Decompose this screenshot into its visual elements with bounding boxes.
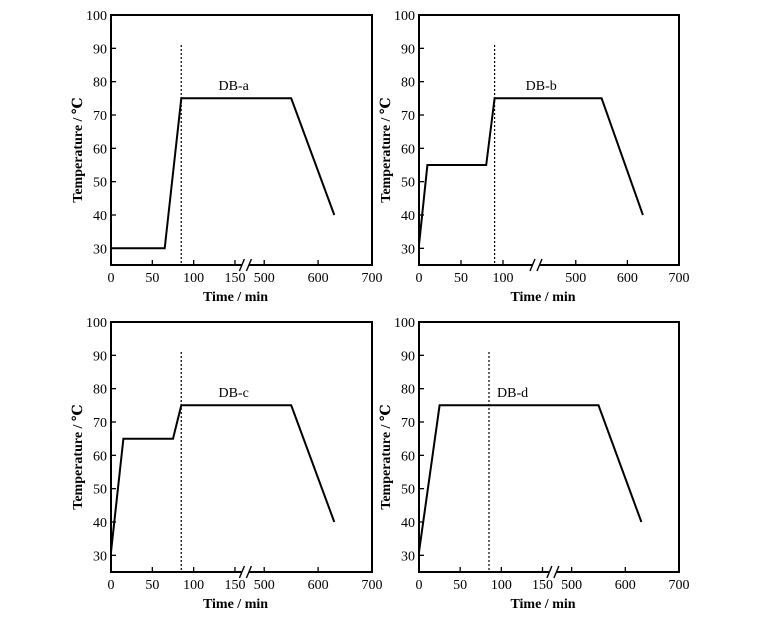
- plot-frame: [418, 321, 680, 573]
- y-tick-label: 80: [93, 76, 107, 91]
- y-tick-label: 40: [401, 516, 415, 531]
- panel-title: DB-c: [219, 386, 249, 401]
- x-tick-label: 150: [224, 578, 245, 593]
- y-tick-label: 90: [401, 42, 415, 57]
- y-tick-label: 70: [93, 109, 107, 124]
- panel-title: DB-d: [497, 386, 528, 401]
- panel-title: DB-b: [526, 79, 557, 94]
- x-tick-label: 700: [669, 578, 690, 593]
- axis-break-mark: [238, 565, 246, 579]
- x-tick-label: 600: [617, 271, 638, 286]
- y-tick-label: 50: [93, 176, 107, 191]
- x-tick-label: 100: [492, 271, 513, 286]
- x-tick-label: 100: [183, 271, 204, 286]
- y-tick-label: 70: [93, 416, 107, 431]
- x-axis-label: Time / min: [510, 597, 575, 612]
- x-tick-label: 600: [615, 578, 636, 593]
- panel-title: DB-a: [219, 79, 250, 94]
- x-axis-label: Time / min: [203, 290, 268, 305]
- axis-break-mark: [238, 258, 246, 272]
- y-tick-label: 30: [93, 549, 107, 564]
- y-tick-label: 100: [86, 316, 107, 331]
- y-tick-label: 90: [93, 42, 107, 57]
- axis-break-mark: [245, 565, 253, 579]
- x-tick-label: 0: [108, 578, 115, 593]
- axis-break-mark: [245, 258, 253, 272]
- y-tick-label: 60: [93, 142, 107, 157]
- temperature-series-line: [418, 404, 643, 553]
- x-tick-label: 0: [416, 271, 423, 286]
- x-axis-label: Time / min: [510, 290, 575, 305]
- x-tick-label: 600: [308, 578, 329, 593]
- y-tick-label: 60: [401, 142, 415, 157]
- y-tick-label: 50: [401, 483, 415, 498]
- temperature-series-line: [111, 97, 336, 250]
- x-tick-label: 700: [362, 271, 383, 286]
- x-tick-label: 150: [532, 578, 553, 593]
- x-tick-label: 100: [183, 578, 204, 593]
- y-tick-label: 60: [401, 449, 415, 464]
- x-tick-label: 700: [362, 578, 383, 593]
- chart-panel-db-c: 30 40 50 60 70 80 90 100 0 50 100 150 500 600 700 DB-c T…: [71, 316, 383, 612]
- y-tick-label: 90: [93, 349, 107, 364]
- y-tick-label: 60: [93, 449, 107, 464]
- y-tick-label: 40: [93, 516, 107, 531]
- x-tick-label: 500: [561, 578, 582, 593]
- x-tick-label: 700: [669, 271, 690, 286]
- y-axis-label: Temperature / ℃: [71, 97, 86, 203]
- y-tick-label: 40: [93, 209, 107, 224]
- x-tick-label: 500: [254, 271, 275, 286]
- y-axis-label: Temperature / ℃: [379, 404, 394, 510]
- x-tick-label: 150: [224, 271, 245, 286]
- temperature-series-line: [418, 97, 644, 246]
- plot-frame: [110, 321, 373, 573]
- y-tick-label: 30: [401, 549, 415, 564]
- axis-break-gap: [532, 258, 540, 272]
- y-tick-label: 100: [86, 9, 107, 24]
- x-tick-label: 50: [454, 271, 468, 286]
- axis-break-mark: [536, 258, 543, 272]
- y-tick-label: 90: [401, 349, 415, 364]
- y-tick-label: 70: [401, 109, 415, 124]
- axis-break-gap: [241, 258, 250, 272]
- x-tick-label: 500: [565, 271, 586, 286]
- x-tick-label: 500: [254, 578, 275, 593]
- y-axis-label: Temperature / ℃: [71, 404, 86, 510]
- y-tick-label: 70: [401, 416, 415, 431]
- y-tick-label: 50: [93, 483, 107, 498]
- x-tick-label: 0: [416, 578, 423, 593]
- y-tick-label: 80: [401, 383, 415, 398]
- y-tick-label: 30: [401, 242, 415, 257]
- axis-break-gap: [548, 565, 557, 579]
- y-tick-label: 100: [394, 316, 415, 331]
- x-tick-label: 50: [453, 578, 467, 593]
- plot-frame: [418, 14, 680, 266]
- axis-break-mark: [546, 565, 553, 579]
- y-tick-label: 80: [401, 76, 415, 91]
- x-tick-label: 50: [145, 271, 159, 286]
- chart-panel-db-d: 30 40 50 60 70 80 90 100 0 50 100 150 500 600 700 DB-d T…: [379, 316, 690, 612]
- y-tick-label: 50: [401, 176, 415, 191]
- y-tick-label: 40: [401, 209, 415, 224]
- chart-panel-db-b: 30 40 50 60 70 80 90 100 0 50 100 500 600 700 DB-b Time…: [379, 9, 690, 305]
- axis-break-mark: [553, 565, 560, 579]
- x-tick-label: 50: [145, 578, 159, 593]
- temperature-series-line: [110, 404, 336, 553]
- y-tick-label: 80: [93, 383, 107, 398]
- y-axis-label: Temperature / ℃: [379, 97, 394, 203]
- chart-panel-db-a: 30 40 50 60 70 80 90 100 0 50 100 150 500 600 700 DB-a T…: [71, 9, 383, 305]
- x-tick-label: 100: [491, 578, 512, 593]
- x-axis-label: Time / min: [203, 597, 268, 612]
- axis-break-mark: [529, 258, 536, 272]
- x-tick-label: 0: [108, 271, 115, 286]
- y-tick-label: 100: [394, 9, 415, 24]
- y-tick-label: 30: [93, 242, 107, 257]
- x-tick-label: 600: [308, 271, 329, 286]
- plot-frame: [110, 14, 373, 266]
- axis-break-gap: [241, 565, 250, 579]
